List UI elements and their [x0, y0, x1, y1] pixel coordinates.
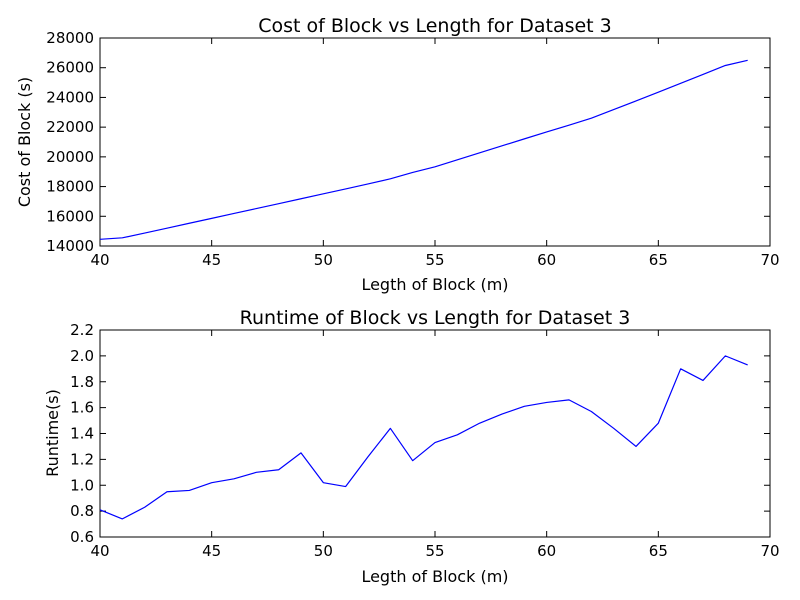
cost-chart-ytick-label: 18000 [46, 178, 94, 196]
cost-chart-ytick-label: 14000 [46, 237, 94, 255]
cost-chart-ytick-label: 16000 [46, 207, 94, 225]
runtime-chart-series-layer [99, 355, 748, 520]
runtime-chart-ticks: 40 45 50 55 60 65 70 0.6 0.8 1.0 1.2 1.4 1.6 1.8 2.0 2.… [70, 321, 779, 560]
cost-chart-xlabel: Legth of Block (m) [361, 275, 508, 294]
runtime-chart-plot-area [99, 329, 771, 538]
cost-chart-xtick-label: 40 [90, 251, 109, 269]
runtime-chart-title: Runtime of Block vs Length for Dataset 3 [240, 307, 631, 329]
cost-chart-xtick-label: 70 [760, 251, 779, 269]
runtime-chart-ytick-label: 0.6 [70, 528, 94, 546]
cost-chart: Cost of Block vs Length for Dataset 3 40… [15, 15, 780, 294]
runtime-chart-xlabel: Legth of Block (m) [361, 567, 508, 586]
runtime-chart-xtick-label: 50 [314, 542, 333, 560]
runtime-chart-ytick-label: 1.4 [70, 425, 94, 443]
runtime-chart-ytick-label: 1.2 [70, 450, 94, 468]
cost-chart-xtick-label: 55 [425, 251, 444, 269]
runtime-chart-ytick-label: 1.0 [70, 476, 94, 494]
runtime-chart-ytick-label: 1.6 [70, 399, 94, 417]
runtime-chart-xtick-label: 55 [425, 542, 444, 560]
cost-chart-ytick-label: 28000 [46, 29, 94, 47]
runtime-chart-xtick-label: 60 [537, 542, 556, 560]
runtime-chart: Runtime of Block vs Length for Dataset 3… [43, 307, 780, 586]
cost-chart-ytick-label: 24000 [46, 88, 94, 106]
runtime-chart-xtick-label: 40 [90, 542, 109, 560]
cost-chart-xtick-label: 65 [649, 251, 668, 269]
cost-chart-ytick-label: 20000 [46, 148, 94, 166]
cost-chart-ytick-label: 26000 [46, 59, 94, 77]
cost-chart-plot-area [99, 37, 771, 247]
cost-chart-xtick-label: 50 [314, 251, 333, 269]
runtime-chart-series-line [99, 355, 748, 520]
cost-chart-series-layer [99, 59, 748, 240]
runtime-chart-ylabel: Runtime(s) [43, 389, 62, 477]
runtime-chart-xtick-label: 70 [760, 542, 779, 560]
cost-chart-series-line [99, 59, 748, 240]
cost-chart-xtick-label: 60 [537, 251, 556, 269]
runtime-chart-ytick-label: 2.2 [70, 321, 94, 339]
runtime-chart-xtick-label: 65 [649, 542, 668, 560]
runtime-chart-ytick-label: 2.0 [70, 347, 94, 365]
cost-chart-xtick-label: 45 [202, 251, 221, 269]
cost-chart-ylabel: Cost of Block (s) [15, 77, 34, 207]
cost-chart-ytick-label: 22000 [46, 118, 94, 136]
cost-chart-title: Cost of Block vs Length for Dataset 3 [258, 15, 612, 37]
runtime-chart-xtick-label: 45 [202, 542, 221, 560]
runtime-chart-ytick-label: 0.8 [70, 502, 94, 520]
cost-chart-ticks: 40 45 50 55 60 65 70 14000 16000 18000 20000 22000 2… [46, 29, 779, 269]
runtime-chart-ytick-label: 1.8 [70, 373, 94, 391]
